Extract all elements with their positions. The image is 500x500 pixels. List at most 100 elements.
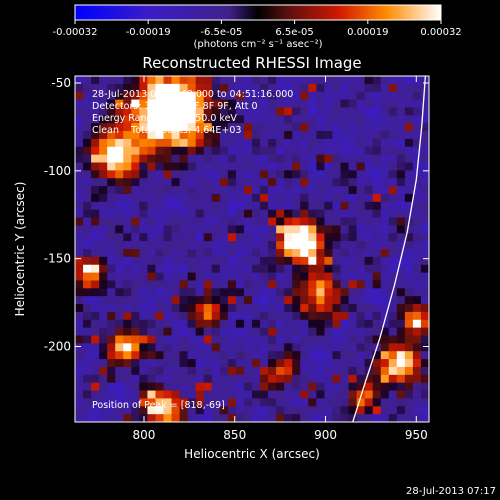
- heatmap-cell: [123, 225, 132, 234]
- heatmap-cell: [316, 414, 325, 422]
- heatmap-cell: [372, 170, 382, 179]
- heatmap-cell: [412, 272, 422, 281]
- heatmap-cell: [276, 107, 285, 116]
- heatmap-cell: [260, 209, 269, 219]
- heatmap-cell: [252, 99, 261, 108]
- heatmap-cell: [372, 366, 382, 376]
- heatmap-cell: [99, 115, 108, 124]
- heatmap-cell: [131, 311, 140, 321]
- heatmap-cell: [75, 115, 84, 124]
- heatmap-cell: [308, 201, 317, 211]
- heatmap-cell: [219, 288, 229, 297]
- heatmap-cell: [139, 264, 148, 274]
- heatmap-cell: [235, 154, 245, 163]
- heatmap-cell: [308, 91, 317, 101]
- heatmap-cell: [131, 414, 140, 422]
- heatmap-cell: [252, 170, 261, 179]
- heatmap-cell: [203, 374, 213, 384]
- heatmap-cell: [388, 146, 398, 156]
- heatmap-cell: [107, 351, 116, 360]
- heatmap-cell: [420, 351, 429, 360]
- heatmap-cell: [292, 366, 301, 376]
- heatmap-cell: [243, 264, 253, 274]
- heatmap-cell: [219, 319, 229, 329]
- heatmap-cell: [276, 201, 285, 211]
- heatmap-cell: [99, 178, 108, 187]
- heatmap-cell: [187, 209, 197, 219]
- heatmap-cell: [75, 382, 84, 392]
- heatmap-cell: [292, 154, 301, 163]
- heatmap-cell: [155, 327, 164, 336]
- heatmap-cell: [356, 398, 366, 407]
- heatmap-cell: [91, 233, 100, 242]
- heatmap-cell: [404, 83, 414, 93]
- heatmap-cell: [412, 398, 422, 407]
- heatmap-cell: [356, 107, 366, 116]
- heatmap-cell: [300, 359, 309, 368]
- heatmap-cell: [420, 107, 429, 116]
- heatmap-cell: [324, 201, 333, 211]
- heatmap-cell: [404, 319, 414, 329]
- heatmap-cell: [388, 359, 398, 368]
- heatmap-cell: [412, 193, 422, 203]
- heatmap-cell: [99, 209, 108, 219]
- heatmap-cell: [420, 382, 429, 392]
- heatmap-cell: [179, 280, 189, 289]
- heatmap-cell: [179, 359, 189, 368]
- heatmap-cell: [123, 233, 132, 242]
- heatmap-cell: [203, 123, 213, 132]
- heatmap-cell: [227, 91, 237, 101]
- heatmap-cell: [75, 178, 84, 187]
- heatmap-cell: [203, 170, 213, 179]
- heatmap-cell: [235, 170, 245, 179]
- heatmap-cell: [123, 304, 132, 313]
- heatmap-cell: [83, 264, 92, 274]
- heatmap-cell: [227, 193, 237, 203]
- heatmap-cell: [203, 225, 213, 234]
- heatmap-cell: [308, 107, 317, 116]
- heatmap-cell: [139, 193, 148, 203]
- heatmap-cell: [155, 280, 164, 289]
- heatmap-cell: [284, 280, 293, 289]
- heatmap-cell: [308, 343, 317, 352]
- heatmap-cell: [123, 414, 132, 422]
- heatmap-cell: [75, 296, 84, 305]
- heatmap-cell: [219, 170, 229, 179]
- heatmap-cell: [171, 209, 181, 219]
- heatmap-cell: [203, 327, 213, 336]
- heatmap-cell: [91, 217, 100, 226]
- heatmap-cell: [195, 249, 205, 258]
- heatmap-cell: [211, 170, 221, 179]
- heatmap-cell: [284, 162, 293, 171]
- heatmap-cell: [308, 115, 317, 124]
- heatmap-cell: [356, 406, 366, 415]
- y-tick-label: -50: [51, 76, 71, 90]
- heatmap-cell: [252, 138, 261, 148]
- heatmap-cell: [99, 201, 108, 211]
- heatmap-cell: [235, 327, 245, 336]
- heatmap-cell: [324, 162, 333, 171]
- heatmap-cell: [364, 390, 374, 399]
- heatmap-cell: [260, 170, 269, 179]
- heatmap-cell: [292, 398, 301, 407]
- heatmap-cell: [99, 146, 108, 156]
- heatmap-cell: [380, 359, 390, 368]
- heatmap-cell: [99, 264, 108, 274]
- heatmap-cell: [396, 170, 406, 179]
- heatmap-cell: [420, 359, 429, 368]
- heatmap-cell: [260, 154, 269, 163]
- heatmap-cell: [235, 209, 245, 219]
- heatmap-cell: [155, 351, 164, 360]
- heatmap-cell: [308, 366, 317, 376]
- heatmap-cell: [227, 335, 237, 344]
- heatmap-cell: [115, 327, 124, 336]
- heatmap-cell: [372, 162, 382, 171]
- heatmap-cell: [219, 209, 229, 219]
- heatmap-cell: [348, 99, 358, 108]
- heatmap-cell: [155, 296, 164, 305]
- heatmap-cell: [99, 374, 108, 384]
- heatmap-cell: [420, 311, 429, 321]
- heatmap-cell: [268, 201, 277, 211]
- heatmap-cell: [292, 107, 301, 116]
- heatmap-cell: [75, 390, 84, 399]
